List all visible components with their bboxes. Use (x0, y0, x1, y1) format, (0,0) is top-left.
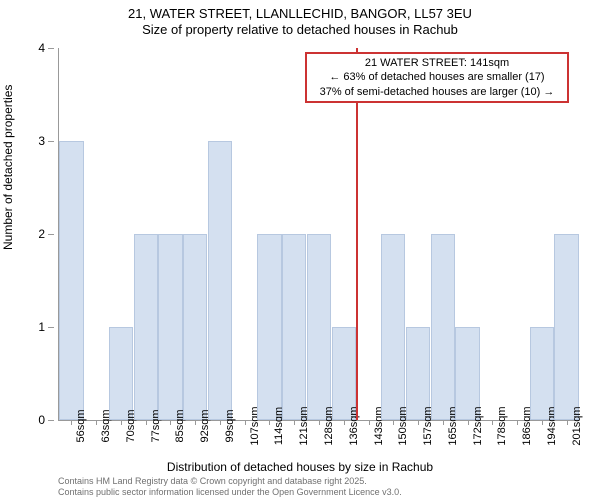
x-tick (542, 420, 543, 425)
chart-title: 21, WATER STREET, LLANLLECHID, BANGOR, L… (0, 6, 600, 39)
x-tick-label: 56sqm (75, 409, 87, 442)
x-tick (220, 420, 221, 425)
histogram-bar (307, 234, 331, 420)
footer-attribution: Contains HM Land Registry data © Crown c… (58, 476, 402, 498)
x-axis-title: Distribution of detached houses by size … (0, 460, 600, 474)
x-tick (294, 420, 295, 425)
x-tick (344, 420, 345, 425)
x-tick (369, 420, 370, 425)
histogram-bar (431, 234, 455, 420)
x-tick (517, 420, 518, 425)
chart-container: 21, WATER STREET, LLANLLECHID, BANGOR, L… (0, 0, 600, 500)
title-line2: Size of property relative to detached ho… (0, 22, 600, 38)
x-tick (121, 420, 122, 425)
histogram-bar (109, 327, 133, 420)
y-tick (48, 48, 54, 49)
y-tick-label: 0 (38, 413, 45, 427)
chart-plot-area: 0123456sqm63sqm70sqm77sqm85sqm92sqm99sqm… (58, 48, 579, 421)
histogram-bar (183, 234, 207, 420)
y-tick-label: 3 (38, 134, 45, 148)
x-tick (269, 420, 270, 425)
y-axis-title: Number of detached properties (1, 85, 15, 250)
footer-line2: Contains public sector information licen… (58, 487, 402, 498)
y-tick-label: 2 (38, 227, 45, 241)
x-tick (319, 420, 320, 425)
footer-line1: Contains HM Land Registry data © Crown c… (58, 476, 402, 487)
histogram-bar (134, 234, 158, 420)
property-callout-box: 21 WATER STREET: 141sqm← 63% of detached… (305, 52, 569, 103)
x-tick-label: 99sqm (224, 409, 236, 442)
x-tick (170, 420, 171, 425)
x-tick (567, 420, 568, 425)
property-marker-line (356, 48, 358, 420)
x-tick (71, 420, 72, 425)
x-tick (418, 420, 419, 425)
x-tick-label: 178sqm (496, 406, 508, 445)
y-tick (48, 420, 54, 421)
x-tick (492, 420, 493, 425)
y-tick (48, 141, 54, 142)
histogram-bar (554, 234, 578, 420)
histogram-bar (381, 234, 405, 420)
y-tick-label: 1 (38, 320, 45, 334)
histogram-bar (257, 234, 281, 420)
title-line1: 21, WATER STREET, LLANLLECHID, BANGOR, L… (0, 6, 600, 22)
x-tick (195, 420, 196, 425)
x-tick (468, 420, 469, 425)
x-tick (245, 420, 246, 425)
x-tick (146, 420, 147, 425)
histogram-bar (282, 234, 306, 420)
histogram-bar (158, 234, 182, 420)
callout-line2: ← 63% of detached houses are smaller (17… (313, 70, 561, 84)
histogram-bar (59, 141, 83, 420)
x-tick-label: 172sqm (472, 406, 484, 445)
histogram-bar (208, 141, 232, 420)
y-tick (48, 234, 54, 235)
x-tick (443, 420, 444, 425)
y-tick-label: 4 (38, 41, 45, 55)
x-tick (393, 420, 394, 425)
callout-line1: 21 WATER STREET: 141sqm (313, 56, 561, 70)
callout-line3: 37% of semi-detached houses are larger (… (313, 85, 561, 99)
x-tick-label: 201sqm (571, 406, 583, 445)
y-tick (48, 327, 54, 328)
x-tick (96, 420, 97, 425)
